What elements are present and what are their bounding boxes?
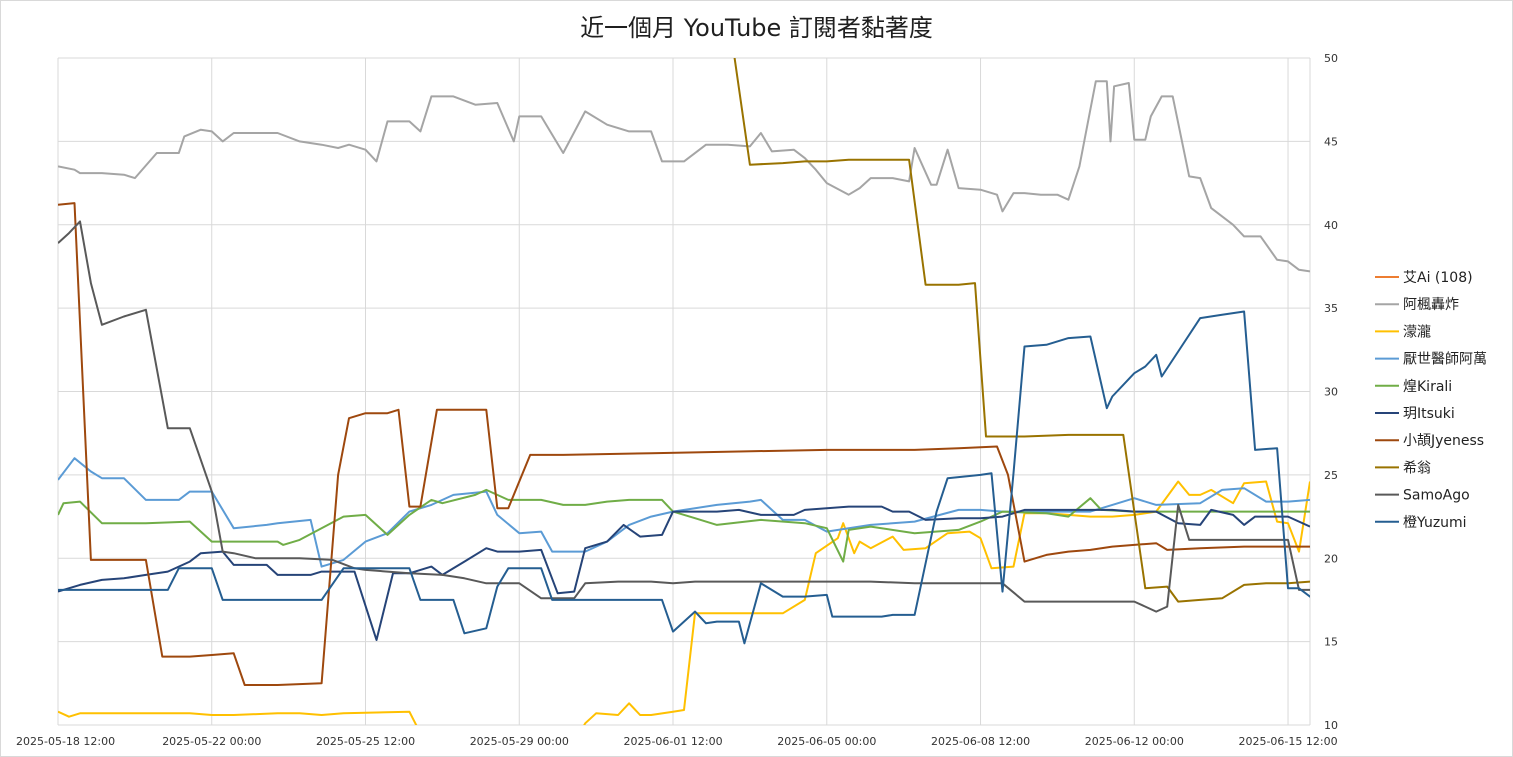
series-line-9 (58, 310, 1310, 645)
x-tick-label: 2025-05-25 12:00 (316, 735, 415, 748)
series-lines (58, 58, 1310, 725)
legend-label: 阿楓轟炸 (1403, 296, 1459, 313)
legend-label: SamoAgo (1403, 488, 1470, 504)
gridlines (57, 57, 1311, 726)
y-tick-label: 45 (1324, 135, 1338, 148)
y-axis-ticks: 10 15 20 25 30 35 40 45 50 (1324, 52, 1338, 732)
x-tick-label: 2025-06-15 12:00 (1238, 735, 1337, 748)
series-line-8 (58, 220, 1310, 613)
x-tick-label: 2025-06-12 00:00 (1085, 735, 1184, 748)
y-tick-label: 25 (1324, 469, 1338, 482)
legend-label: 希翁 (1403, 460, 1431, 476)
legend-label: 艾Ai (108) (1403, 270, 1473, 286)
y-tick-label: 35 (1324, 302, 1338, 315)
series-line-4 (58, 488, 1310, 563)
y-tick-label: 20 (1324, 552, 1338, 565)
x-tick-label: 2025-05-22 00:00 (162, 735, 261, 748)
x-tick-label: 2025-06-01 12:00 (623, 735, 722, 748)
x-axis-ticks: 2025-05-18 12:00 2025-05-22 00:00 2025-05-… (16, 735, 1338, 748)
series-line-7 (733, 58, 1310, 603)
x-tick-label: 2025-06-05 00:00 (777, 735, 876, 748)
x-tick-label: 2025-05-18 12:00 (16, 735, 115, 748)
chart-title: 近一個月 YouTube 訂閱者黏著度 (580, 14, 933, 42)
legend-label: 濛瀧 (1403, 324, 1431, 340)
legend-label: 煌Kirali (1403, 379, 1452, 395)
series-line-1 (58, 80, 1310, 273)
legend-label: 小頡Jyeness (1403, 433, 1484, 449)
x-tick-label: 2025-06-08 12:00 (931, 735, 1030, 748)
y-tick-label: 15 (1324, 636, 1338, 649)
y-tick-label: 40 (1324, 219, 1338, 232)
y-tick-label: 50 (1324, 52, 1338, 65)
legend-label: 厭世醫師阿萬 (1403, 352, 1487, 368)
series-line-2 (58, 480, 1310, 725)
x-tick-label: 2025-05-29 00:00 (470, 735, 569, 748)
y-tick-label: 10 (1324, 719, 1338, 732)
legend-label: 橙Yuzumi (1403, 515, 1467, 531)
y-tick-label: 30 (1324, 386, 1338, 399)
series-line-6 (58, 202, 1310, 686)
series-line-5 (58, 505, 1310, 641)
legend-label: 玥Itsuki (1403, 406, 1455, 422)
